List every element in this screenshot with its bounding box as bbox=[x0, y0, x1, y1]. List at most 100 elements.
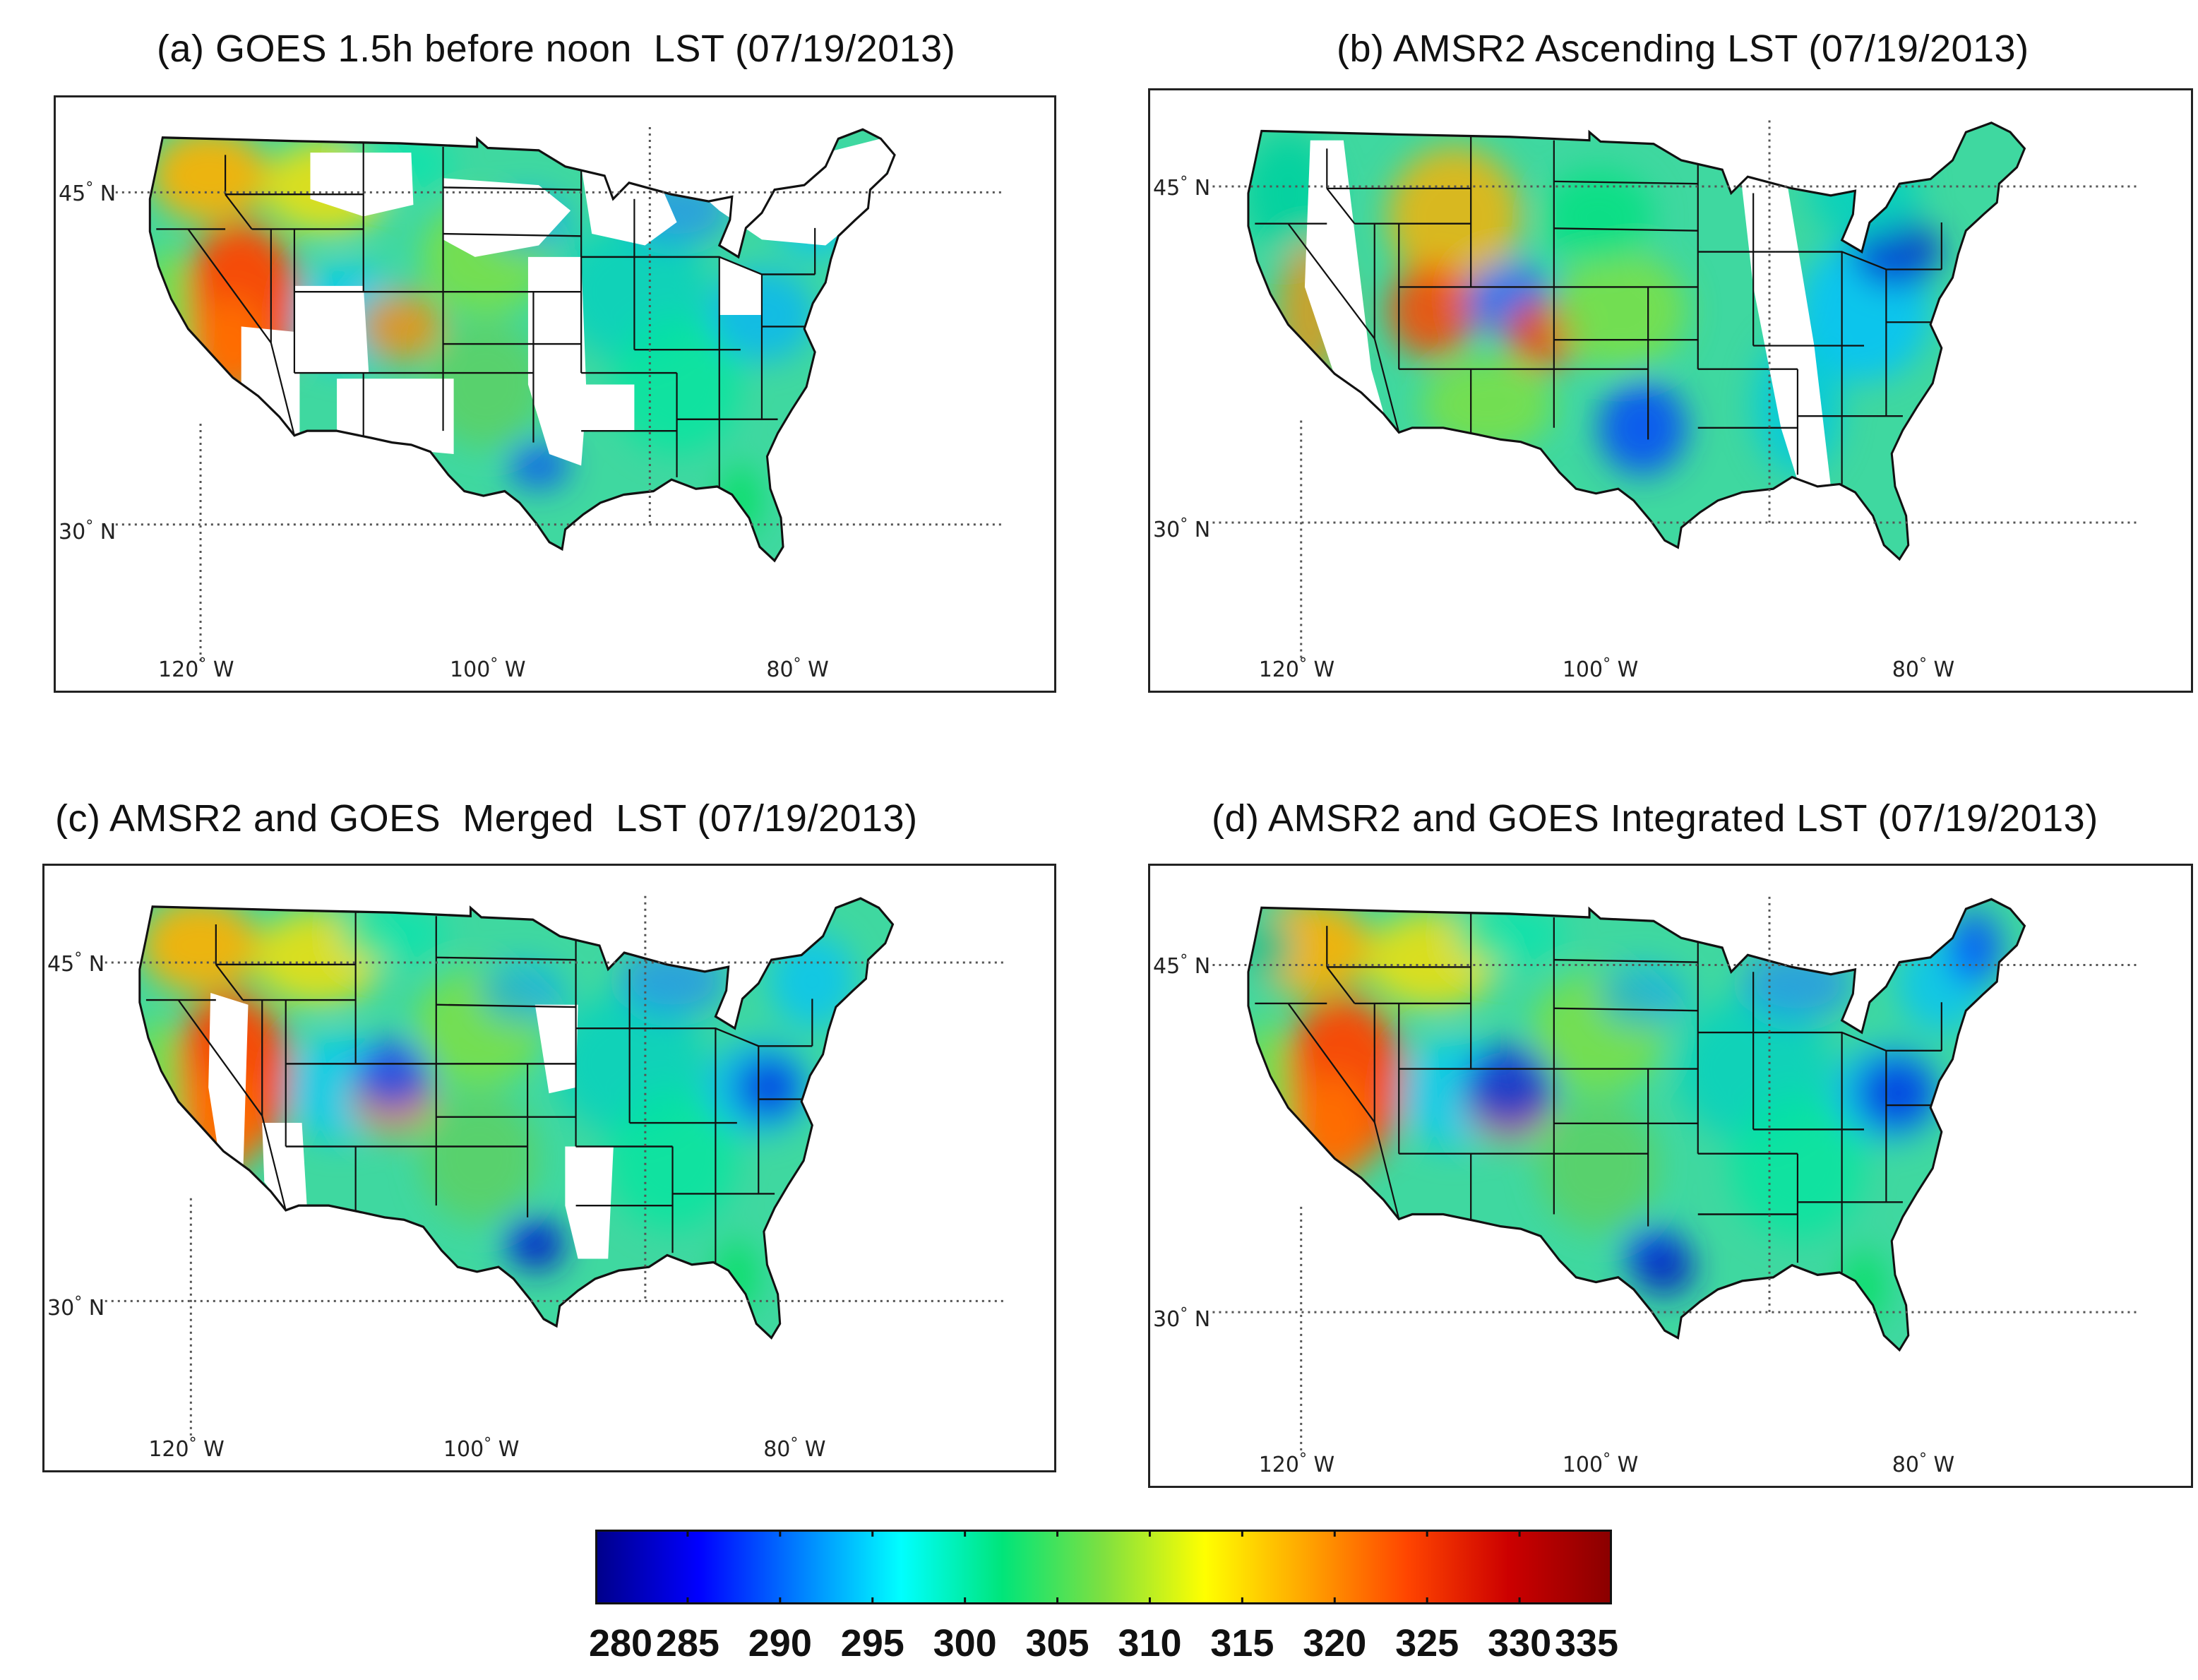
colorbar-tick-label: 285 bbox=[655, 1622, 719, 1664]
state-border bbox=[225, 193, 253, 230]
map-canvas bbox=[115, 127, 1005, 661]
map-panel-b: 45° N 30° N 120° W 100° W 80° W bbox=[1148, 88, 2193, 693]
colorbar-tick-label: 295 bbox=[840, 1622, 904, 1664]
state-border bbox=[1775, 251, 1942, 270]
country-outline bbox=[1247, 121, 2026, 561]
lat-label-45n: 45° N bbox=[59, 179, 117, 207]
lat-label-45n: 45° N bbox=[1153, 174, 1211, 201]
missing-data-gap bbox=[581, 384, 635, 431]
state-border bbox=[436, 1003, 576, 1008]
lat-label-30n: 30° N bbox=[47, 1294, 105, 1321]
lst-region bbox=[1537, 1099, 1659, 1233]
state-border bbox=[1373, 1121, 1400, 1220]
colorbar-tick-label: 315 bbox=[1210, 1622, 1274, 1664]
lst-region bbox=[1248, 917, 1294, 978]
lon-label-80w: 80° W bbox=[1892, 655, 1955, 682]
lat-label-30n: 30° N bbox=[1153, 1305, 1211, 1333]
state-border bbox=[1775, 1031, 1942, 1052]
lat-label-30n: 30° N bbox=[59, 517, 117, 544]
map-panel-d: 45° N 30° N 120° W 100° W 80° W bbox=[1148, 864, 2193, 1488]
lst-region bbox=[355, 1039, 431, 1112]
state-border bbox=[1553, 958, 1698, 963]
colorbar-tick-label: 290 bbox=[748, 1622, 812, 1664]
colorbar-tick-label: 280 bbox=[588, 1622, 653, 1664]
lst-region bbox=[1553, 251, 1688, 369]
lat-label-45n: 45° N bbox=[1153, 952, 1211, 979]
colorbar-tick-label: 310 bbox=[1118, 1622, 1182, 1664]
map-canvas bbox=[1212, 896, 2139, 1455]
lon-label-120w: 120° W bbox=[1258, 655, 1335, 682]
missing-data-gap bbox=[1736, 140, 1831, 499]
country-outline bbox=[138, 897, 895, 1340]
lat-label-30n: 30° N bbox=[1153, 516, 1211, 542]
lst-region bbox=[1294, 1075, 1372, 1184]
lst-region bbox=[1858, 1056, 1936, 1130]
lst-region bbox=[141, 898, 259, 993]
state-border bbox=[1287, 222, 1375, 340]
lon-label-100w: 100° W bbox=[1562, 655, 1639, 682]
panel-title-c: (c) AMSR2 and GOES Merged LST (07/19/201… bbox=[55, 797, 918, 840]
missing-data-gap bbox=[208, 992, 249, 1182]
state-border bbox=[651, 1027, 813, 1047]
state-border bbox=[443, 232, 582, 237]
map-panel-c: 45° N 30° N 120° W 100° W 80° W bbox=[42, 864, 1056, 1472]
state-border bbox=[187, 228, 272, 344]
panel-title-b: (b) AMSR2 Ascending LST (07/19/2013) bbox=[1337, 28, 2029, 70]
map-canvas bbox=[1212, 120, 2139, 661]
state-border bbox=[1326, 966, 1356, 1004]
colorbar-tick-label: 330 bbox=[1488, 1622, 1552, 1664]
state-border bbox=[177, 999, 263, 1116]
lst-region bbox=[1248, 1020, 1294, 1166]
lst-region bbox=[1598, 381, 1688, 475]
state-border bbox=[270, 342, 295, 436]
lst-region bbox=[719, 465, 762, 535]
colorbar-tick-label: 325 bbox=[1395, 1622, 1459, 1664]
state-border bbox=[1287, 1003, 1375, 1123]
lst-region bbox=[150, 129, 268, 222]
lst-region bbox=[1465, 1044, 1554, 1130]
lon-label-80w: 80° W bbox=[1892, 1450, 1955, 1477]
state-border bbox=[1553, 180, 1698, 185]
missing-data-gap bbox=[565, 1146, 614, 1259]
missing-data-gap bbox=[262, 1123, 308, 1212]
missing-data-gap bbox=[310, 153, 414, 217]
lon-label-120w: 120° W bbox=[148, 1435, 225, 1462]
lst-region bbox=[1454, 905, 1565, 966]
lst-region bbox=[1633, 1241, 1696, 1296]
state-border bbox=[443, 186, 582, 191]
missing-data-gap bbox=[534, 1004, 578, 1094]
state-border bbox=[1326, 188, 1356, 225]
state-border bbox=[436, 956, 576, 961]
colorbar-tick-label: 335 bbox=[1554, 1622, 1619, 1664]
lst-region bbox=[511, 1223, 566, 1271]
missing-data-gap bbox=[337, 379, 454, 454]
map-panel-a: 45° N 30° N 120° W 100° W 80° W bbox=[54, 95, 1056, 693]
lst-region bbox=[358, 292, 443, 362]
state-border bbox=[215, 964, 244, 1001]
colorbar bbox=[595, 1530, 1612, 1604]
missing-data-gap bbox=[294, 285, 369, 374]
lst-region bbox=[1808, 146, 1920, 240]
missing-data-gap bbox=[527, 256, 587, 466]
missing-data-gap bbox=[719, 256, 762, 315]
lst-region bbox=[419, 1093, 539, 1224]
lst-region bbox=[1598, 965, 1688, 1027]
state-border bbox=[1373, 338, 1400, 433]
lst-region bbox=[1947, 911, 2003, 984]
colorbar-tick-label: 320 bbox=[1303, 1622, 1367, 1664]
lon-label-100w: 100° W bbox=[1562, 1450, 1639, 1477]
country-outline bbox=[1247, 898, 2026, 1352]
state-border bbox=[1553, 1007, 1698, 1012]
country-outline bbox=[148, 128, 896, 563]
map-canvas bbox=[104, 895, 1004, 1441]
state-border bbox=[1553, 227, 1698, 232]
lon-label-120w: 120° W bbox=[1258, 1450, 1335, 1477]
colorbar-ticks bbox=[686, 1530, 1521, 1604]
lst-region bbox=[1543, 169, 1654, 264]
lst-region bbox=[1387, 263, 1477, 358]
lst-region bbox=[1421, 357, 1554, 452]
missing-data-gap bbox=[1304, 140, 1388, 428]
panel-title-d: (d) AMSR2 and GOES Integrated LST (07/19… bbox=[1212, 797, 2098, 840]
lst-region bbox=[139, 1016, 184, 1159]
lat-label-45n: 45° N bbox=[47, 949, 105, 977]
